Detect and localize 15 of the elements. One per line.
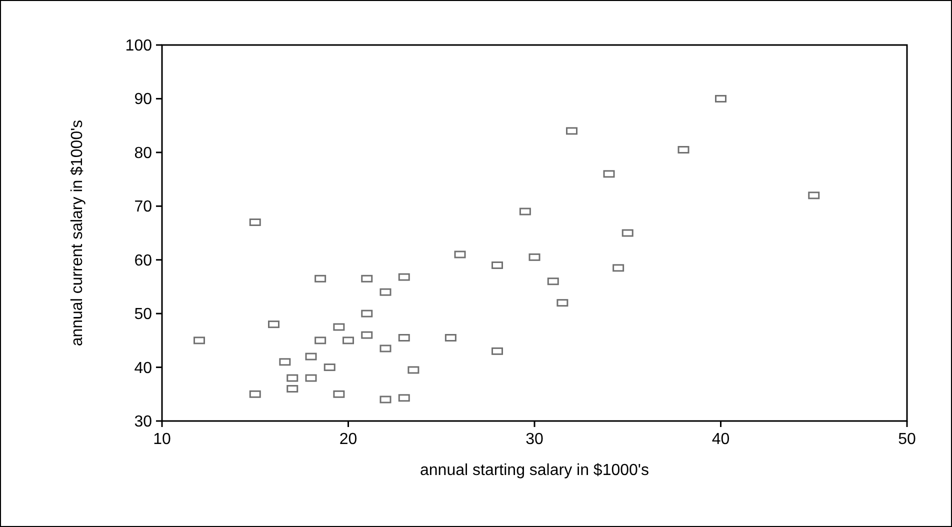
x-tick-label: 10 [153,431,171,448]
y-axis-title: annual current salary in $1000's [69,120,86,346]
y-tick-label: 80 [134,144,152,162]
x-tick-label: 30 [526,431,544,448]
x-tick-label: 40 [712,431,730,448]
y-tick-label: 60 [134,252,152,270]
x-tick-label: 20 [339,431,358,448]
x-tick-label: 50 [898,431,916,448]
y-tick-label: 50 [134,306,152,324]
y-tick-label: 30 [134,414,152,430]
x-axis-title: annual starting salary in $1000's [420,462,649,479]
y-tick-label: 40 [134,360,152,377]
y-tick-label: 70 [134,198,152,216]
y-tick-label: 90 [134,91,152,108]
y-tick-label: 100 [125,38,152,54]
